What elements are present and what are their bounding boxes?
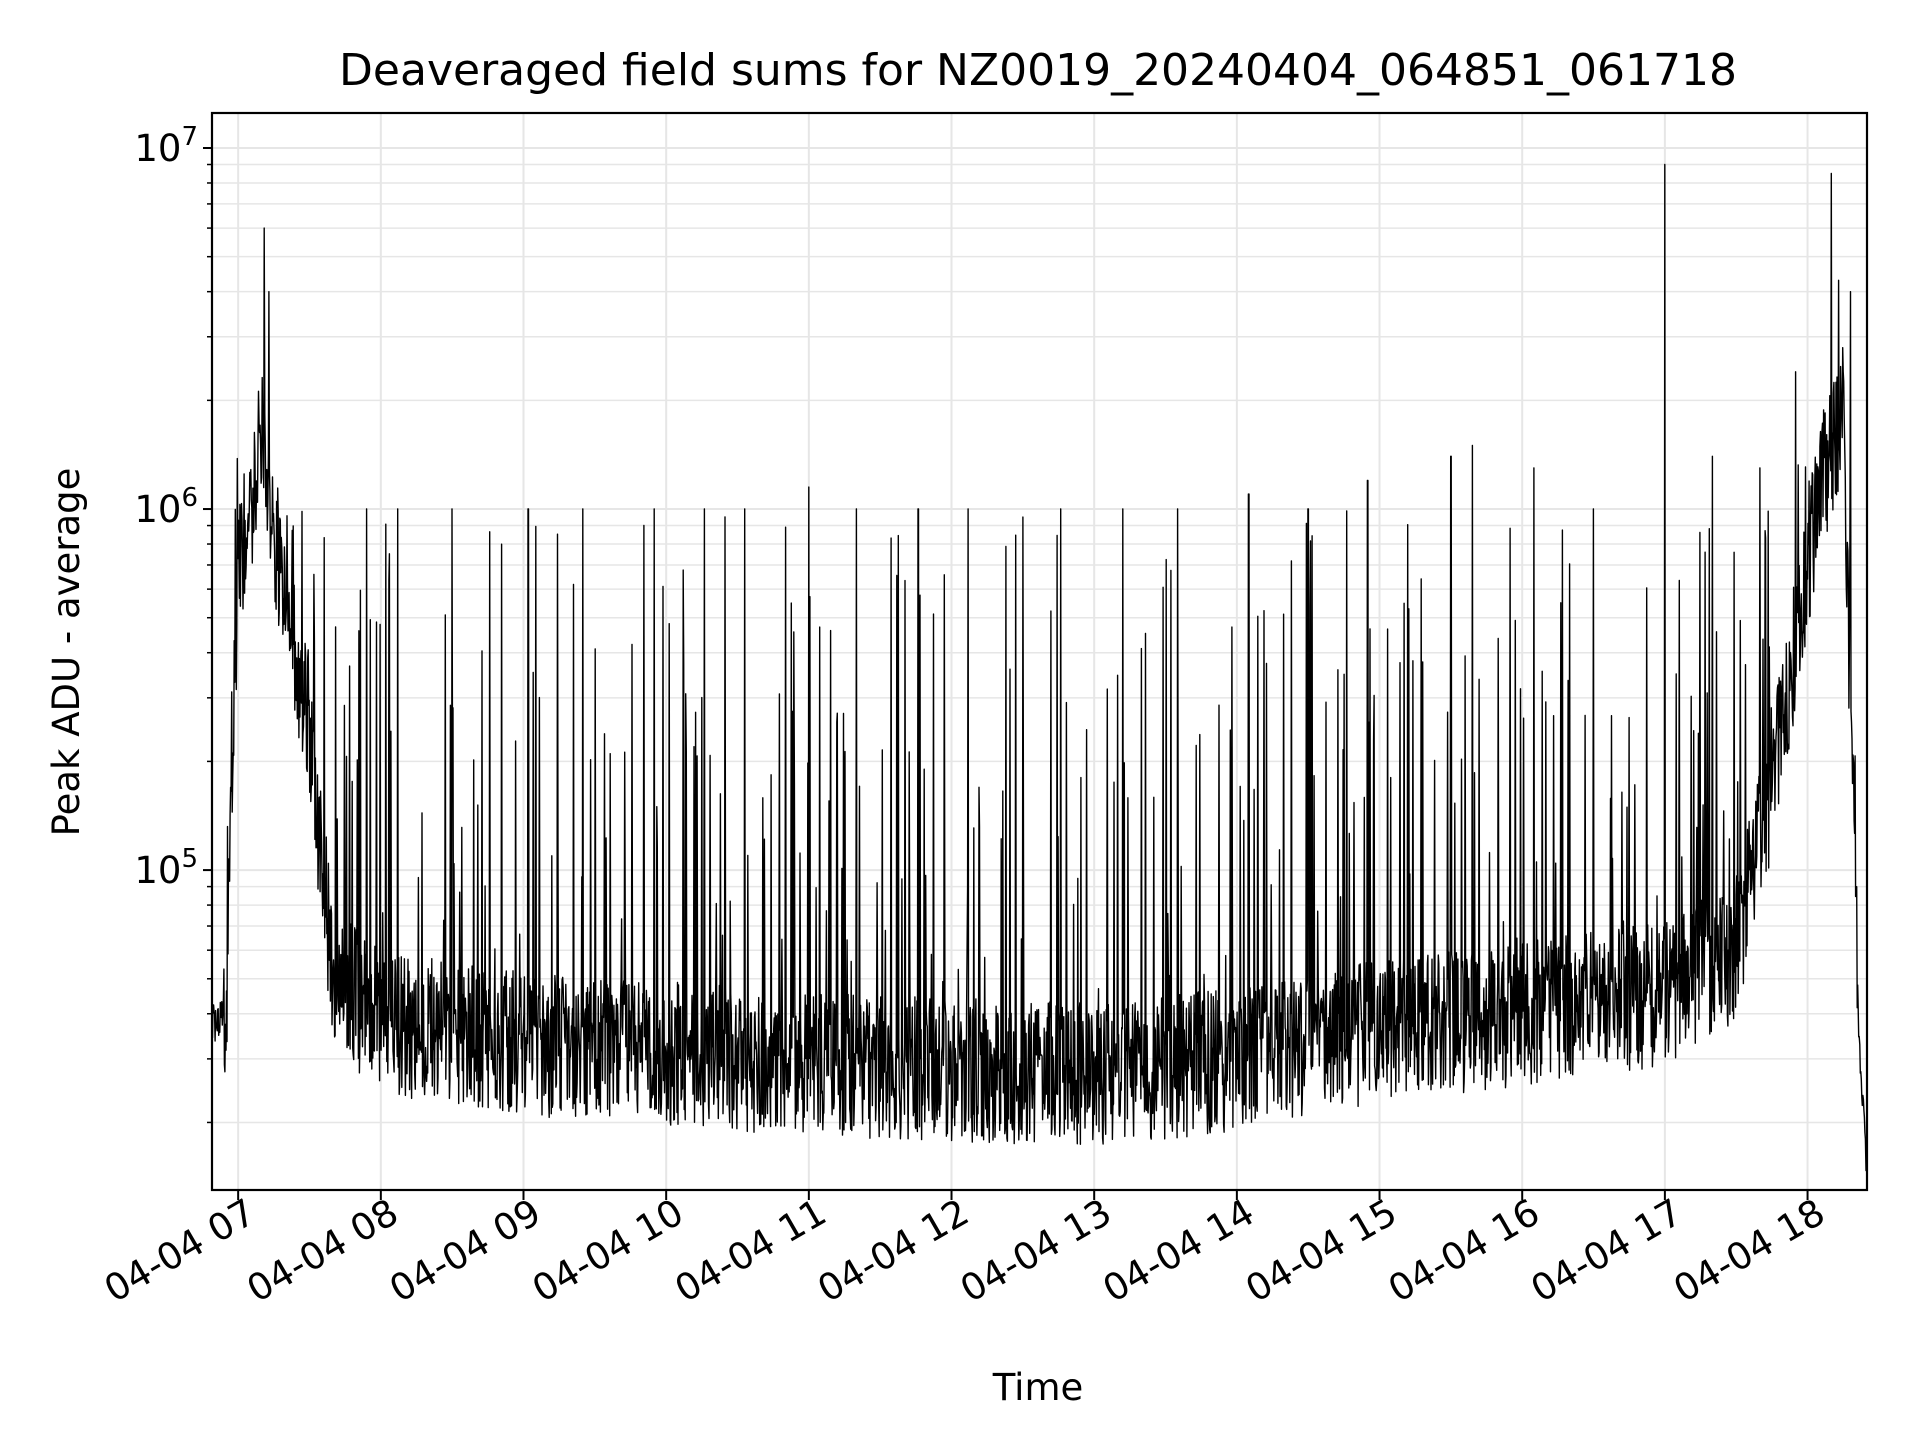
series-line: [211, 163, 1868, 1181]
y-axis-label: Peak ADU - average: [45, 468, 88, 837]
y-tick-label-exponent: 6: [181, 483, 198, 513]
y-tick-label-base: 10: [134, 488, 181, 531]
y-tick-label: 107: [134, 122, 198, 170]
plot-frame: [210, 111, 1869, 1192]
y-tick-label-base: 10: [134, 849, 181, 892]
x-axis-label: Time: [992, 1366, 1084, 1409]
y-tick-label-exponent: 7: [181, 122, 198, 152]
y-tick-label: 106: [134, 483, 198, 531]
chart-title: Deaveraged field sums for NZ0019_2024040…: [339, 45, 1737, 96]
y-tick-label: 105: [134, 844, 198, 892]
y-tick-label-base: 10: [134, 127, 181, 170]
y-tick-label-exponent: 5: [181, 844, 198, 874]
